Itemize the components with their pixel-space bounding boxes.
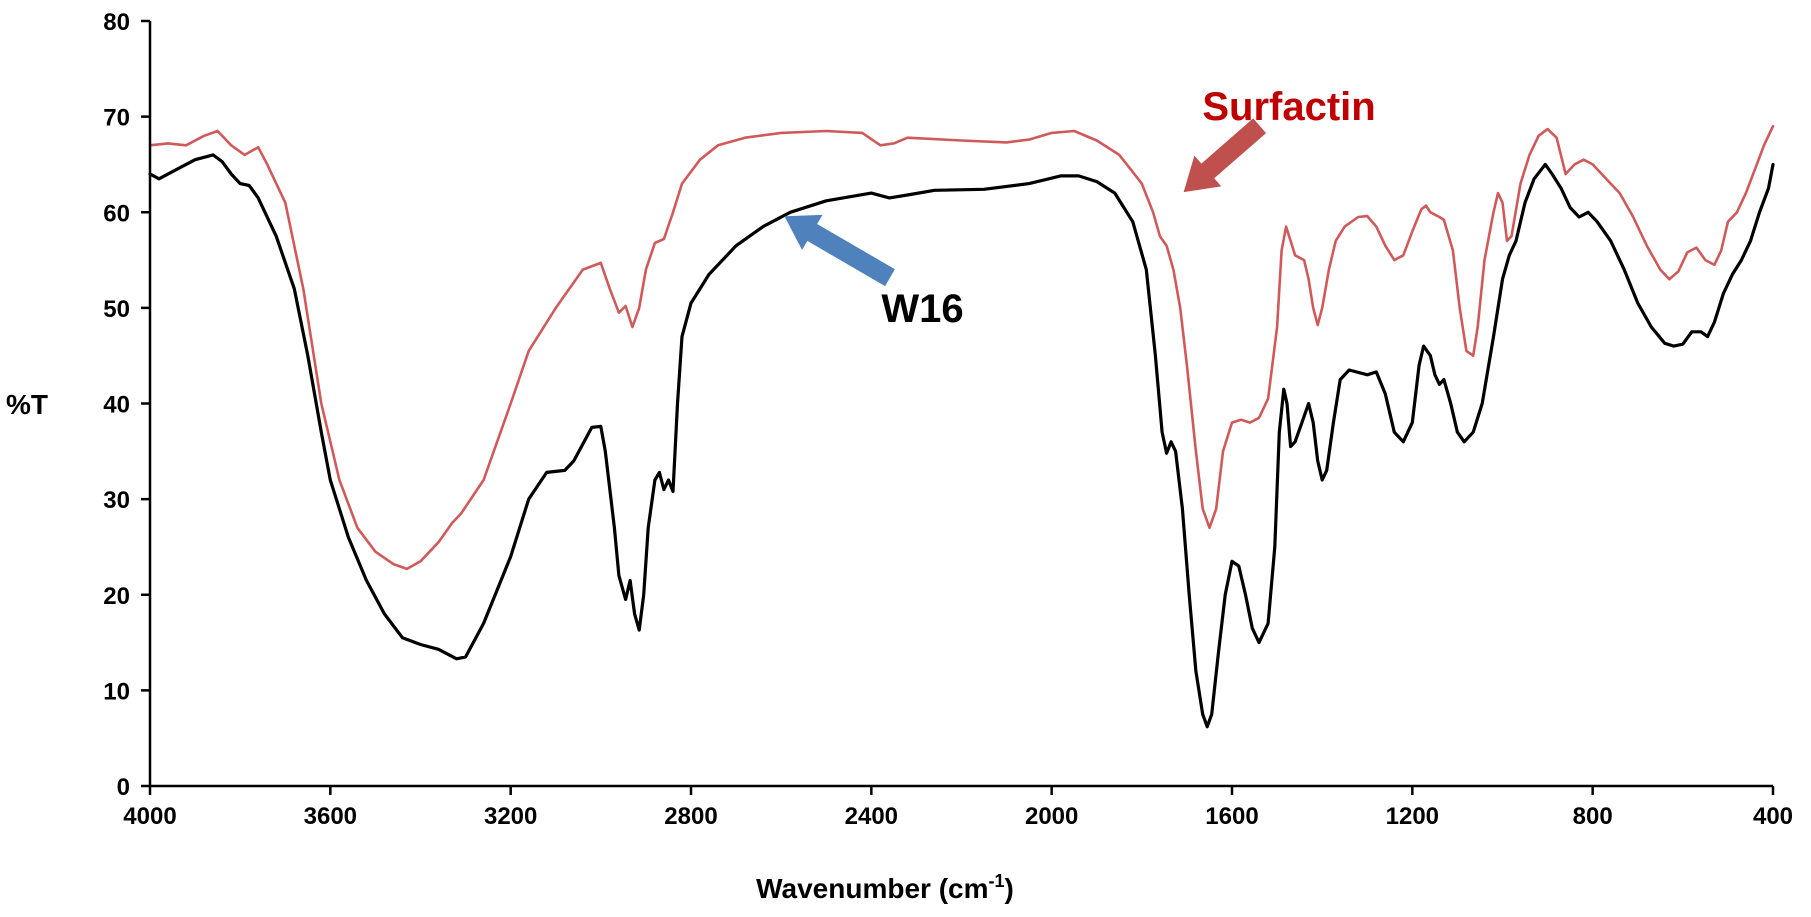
x-tick-label: 3600 xyxy=(304,803,357,830)
x-tick-label: 2000 xyxy=(1025,803,1078,830)
x-tick-label: 400 xyxy=(1753,803,1793,830)
y-axis-ticks: 0 10 20 30 40 50 60 70 80 xyxy=(103,9,150,801)
x-tick-label: 1200 xyxy=(1386,803,1439,830)
x-axis-title: Wavenumber (cm-1) xyxy=(756,871,1014,904)
x-axis-title-close: ) xyxy=(1005,873,1014,904)
annotation-layer: Surfactin W16 xyxy=(784,85,1376,331)
y-axis-title: %T xyxy=(6,389,48,420)
x-axis-title-main: Wavenumber (cm xyxy=(756,873,988,904)
series-line-w16 xyxy=(148,153,1775,729)
y-tick-label: 50 xyxy=(103,296,130,323)
y-tick-label: 60 xyxy=(103,200,130,227)
x-tick-label: 2800 xyxy=(664,803,717,830)
x-axis-ticks: 4000 3600 3200 2800 2400 2000 1600 1200 800 400 xyxy=(123,786,1793,830)
y-tick-label: 30 xyxy=(103,487,130,514)
y-tick-label: 40 xyxy=(103,392,130,419)
x-tick-label: 4000 xyxy=(123,803,176,830)
y-tick-label: 70 xyxy=(103,105,130,132)
x-tick-label: 3200 xyxy=(484,803,537,830)
y-tick-label: 10 xyxy=(103,678,130,705)
x-tick-label: 2400 xyxy=(845,803,898,830)
x-tick-label: 1600 xyxy=(1205,803,1258,830)
w16-arrow-icon xyxy=(784,214,895,287)
y-tick-label: 0 xyxy=(117,774,130,801)
plot-area: 4000 3600 3200 2800 2400 2000 1600 1200 800 400 0… xyxy=(103,9,1793,830)
y-tick-label: 80 xyxy=(103,9,130,36)
x-axis-title-sup: -1 xyxy=(989,871,1005,891)
x-tick-label: 800 xyxy=(1573,803,1613,830)
surfactin-annotation-label: Surfactin xyxy=(1202,85,1375,129)
series-layer xyxy=(148,124,1775,729)
surfactin-arrow-icon xyxy=(1183,118,1267,193)
series-line-surfactin xyxy=(148,124,1775,571)
w16-annotation-label: W16 xyxy=(881,287,963,331)
y-tick-label: 20 xyxy=(103,583,130,610)
